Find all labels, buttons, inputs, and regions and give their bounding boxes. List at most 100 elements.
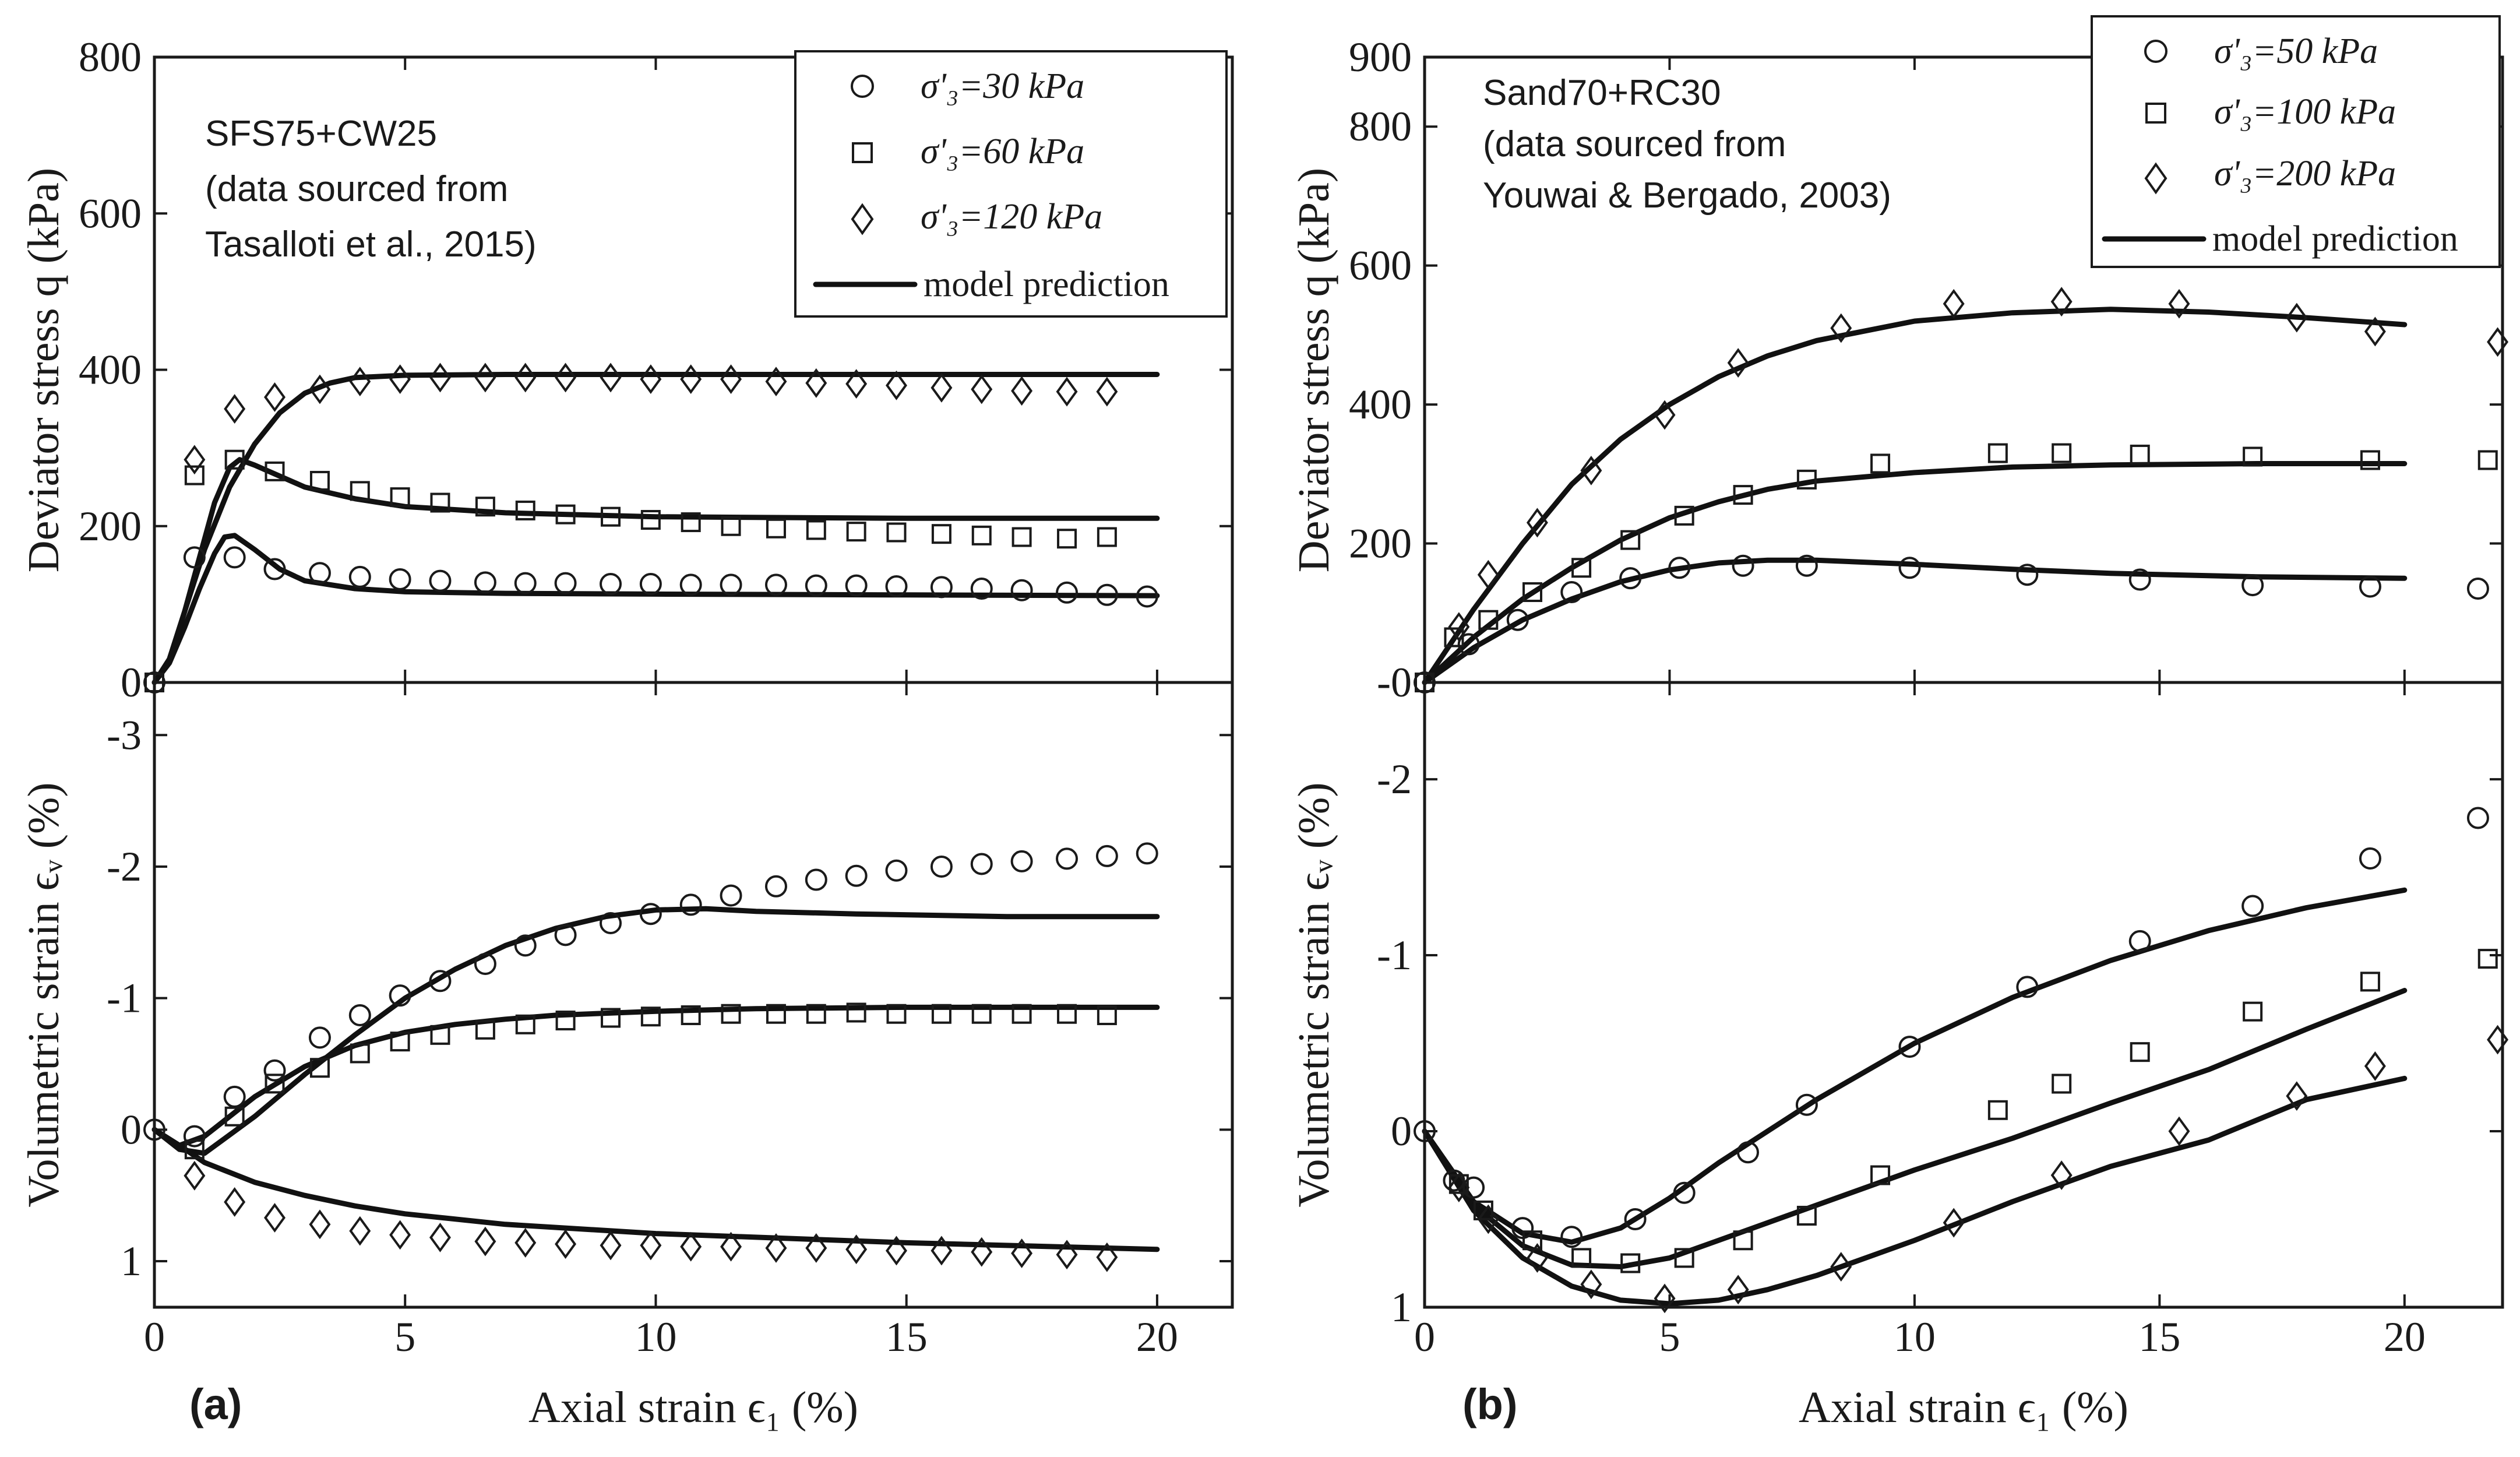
panel-b-bottom-series-3-point (1580, 1269, 1602, 1300)
panel-a-top-series-1-point (348, 565, 371, 588)
legend-diamond-marker (2144, 162, 2167, 195)
panel-a-top-series-2-point (806, 520, 826, 540)
panel-b-legend-model: model prediction (2212, 219, 2458, 259)
panel-a-bottom-series-3-point (555, 1229, 577, 1259)
panel-a-top-series-2-point (430, 492, 450, 513)
panel-b-bottom-series-3-point (1727, 1275, 1749, 1305)
panel-a-top-series-2-point (265, 461, 285, 481)
panel-a-top-model-curve-1 (151, 533, 1160, 685)
panel-a-bottom-series-2-point (681, 1005, 701, 1025)
panel-b-top-series-1-point (1732, 554, 1754, 577)
panel-a-top-series-1-point (308, 562, 331, 585)
panel-a-bottom-series-2-point (184, 1139, 205, 1160)
panel-a-bottom-series-2-point (1057, 1004, 1077, 1024)
panel-b-bottom-series-1-point (2241, 895, 2264, 917)
panel-a-top-series-2-point (681, 512, 701, 533)
panel-a-top-series-3-point (931, 372, 953, 403)
panel-b-top-series-3-point (1477, 559, 1499, 590)
panel-a-bottom-series-2-point (555, 1011, 576, 1031)
panel-a-top-series-3-point (555, 363, 577, 393)
panel-a-top-series-3-point (224, 394, 246, 424)
panel-a-bottom-series-2-point (265, 1074, 285, 1094)
panel-a-bottom-series-2-point (846, 1002, 866, 1023)
panel-b-top-series-2-point (2360, 450, 2380, 470)
panel-a-top-series-1-point (930, 576, 953, 599)
panel-a-top-series-2-point (350, 481, 370, 501)
panel-a-top-series-1-point (223, 546, 246, 569)
panel-a-top-series-3-point (264, 382, 286, 412)
panel-a-xtick-label: 10 (635, 1314, 676, 1360)
panel-b-bottom-ytick-label: 0 (1391, 1108, 1412, 1155)
panel-a-top-ytick-label: 800 (79, 34, 142, 80)
panel-a-bottom-series-1-point (514, 934, 537, 957)
panel-b-top-series-1-point (2466, 578, 2489, 600)
panel-a-bottom-series-2-point (806, 1004, 826, 1024)
panel-a-legend-entry-3: σ'₃=120 kPa (921, 197, 1102, 237)
panel-a-bottom-series-2-point (390, 1032, 410, 1052)
panel-b-bottom-series-1-point (2016, 976, 2039, 998)
panel-a-top-series-2-point (721, 516, 741, 536)
panel-a-bottom-series-3-point (765, 1233, 787, 1263)
panel-b-bottom-model-curve-1 (1422, 887, 2408, 1245)
panel-b-bottom-series-2-point (1796, 1205, 1817, 1226)
panel-a-top-series-1-point (429, 569, 452, 592)
panel-b-xtick-label: 5 (1659, 1314, 1680, 1360)
panel-b-top-series-1-point (1457, 633, 1480, 656)
panel-b-bottom-series-2-point (2243, 1001, 2263, 1022)
panel-a-top-series-3-point (429, 363, 451, 393)
panel-a-top-series-2-point (1011, 527, 1032, 547)
panel-a-bottom-series-1-point (805, 868, 827, 891)
panel-a-top-series-3-point (309, 374, 331, 404)
panel-b-bottom-series-1-point (1462, 1176, 1485, 1199)
panel-b-top-ytick-label: 600 (1349, 242, 1412, 289)
panel-b-top-series-1-point (1795, 554, 1818, 577)
panel-b-top-series-2-point (2243, 446, 2263, 467)
panel-b-top-ytick-label: 400 (1349, 381, 1412, 428)
panel-a-bottom-series-1-point (639, 903, 662, 925)
panel-a-legend-model: model prediction (924, 265, 1169, 304)
panel-a-bottom-plot-frame (153, 681, 1234, 1309)
panel-b-bottom-series-2-point (1733, 1230, 1753, 1251)
panel-a-bottom-series-2-point (350, 1043, 370, 1064)
panel-b-top-ytick-label: 800 (1349, 103, 1412, 150)
legend-square-marker (852, 142, 873, 163)
panel-a-bottom-series-1-point (970, 853, 993, 875)
panel-b-bottom-series-3-point (1943, 1208, 1965, 1238)
panel-a-bottom-series-1-point (1136, 842, 1158, 865)
panel-a-bottom-model-curve-1 (151, 906, 1160, 1156)
panel-a-bottom-series-2-point (475, 1019, 495, 1040)
panel-a-top-series-3-point (389, 364, 411, 394)
panel-a-bottom-series-2-point (640, 1006, 661, 1027)
panel-b-top-series-3-point (1526, 508, 1548, 538)
panel-b-bottom-ytick-label: 1 (1391, 1284, 1412, 1331)
panel-a-bottom-series-3-point (971, 1237, 993, 1267)
panel-a-top-series-1-point (970, 578, 993, 600)
panel-b-top-series-2-point (1444, 627, 1464, 647)
panel-b-bottom-series-1-point (1795, 1093, 1818, 1116)
panel-a-top-series-2-point (515, 500, 535, 520)
panel-a-top-ytick-label: 0 (121, 659, 142, 706)
panel-a-bottom-series-3-point (429, 1222, 451, 1252)
panel-b-bottom-series-3-point (1830, 1252, 1852, 1282)
panel-a-bottom-series-1-point (263, 1059, 286, 1082)
panel-a-bottom-series-2-point (766, 1004, 786, 1024)
panel-a-bottom-series-1-point (183, 1125, 206, 1148)
panel-a-bottom-series-2-point (971, 1004, 992, 1024)
panel-a-top-series-1-point (554, 572, 577, 594)
panel-a-bottom-series-2-point (1097, 1005, 1117, 1025)
panel-b-bottom-series-3-point (2168, 1116, 2190, 1146)
panel-a-bottom-series-3-point (474, 1226, 496, 1257)
panel-b-xtick-label: 15 (2138, 1314, 2180, 1360)
panel-a-top-series-2-point (601, 506, 621, 527)
panel-a-bottom-series-1-point (600, 912, 622, 935)
panel-a-bottom-series-3-point (184, 1160, 206, 1191)
panel-b-top-series-2-point (1674, 505, 1694, 526)
panel-a-bottom-series-1-point (554, 924, 577, 946)
legend-circle-marker (2144, 40, 2167, 63)
panel-a-top-series-3-point (600, 363, 622, 393)
panel-a-note-line-3: Tasalloti et al., 2015) (205, 224, 537, 265)
panel-a-note-line-1: SFS75+CW25 (205, 114, 437, 154)
